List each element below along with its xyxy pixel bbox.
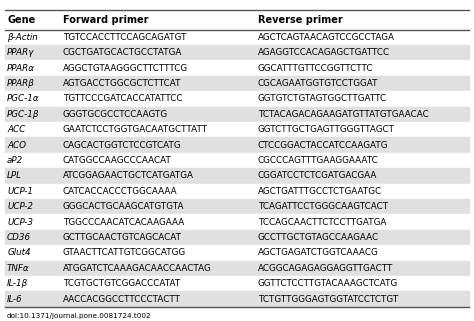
- Text: GGGTGCGCCTCCAAGTG: GGGTGCGCCTCCAAGTG: [63, 110, 168, 119]
- Text: CATCACCACCCTGGCAAAA: CATCACCACCCTGGCAAAA: [63, 187, 177, 196]
- Text: CATGGCCAAGCCCAACAT: CATGGCCAAGCCCAACAT: [63, 156, 172, 165]
- Text: PPARα: PPARα: [7, 64, 35, 73]
- Text: PGC-1β: PGC-1β: [7, 110, 40, 119]
- Text: doi:10.1371/journal.pone.0081724.t002: doi:10.1371/journal.pone.0081724.t002: [7, 313, 152, 319]
- Text: TCAGATTCCTGGGCAAGTCACT: TCAGATTCCTGGGCAAGTCACT: [258, 202, 388, 211]
- Bar: [5, 245, 469, 261]
- Bar: [5, 30, 469, 45]
- Text: TCGTGCTGTCGGACCCATAT: TCGTGCTGTCGGACCCATAT: [63, 279, 180, 288]
- Text: Forward primer: Forward primer: [63, 14, 148, 25]
- Text: UCP-2: UCP-2: [7, 202, 33, 211]
- Text: ACGGCAGAGAGGAGGTTGACTT: ACGGCAGAGAGGAGGTTGACTT: [258, 264, 393, 273]
- Bar: [5, 45, 469, 60]
- Text: AGCTGATTTGCCTCTGAATGC: AGCTGATTTGCCTCTGAATGC: [258, 187, 382, 196]
- Bar: [5, 122, 469, 137]
- Bar: [5, 107, 469, 122]
- Text: CD36: CD36: [7, 233, 31, 242]
- Text: ATGGATCTCAAAGACAACCAACTAG: ATGGATCTCAAAGACAACCAACTAG: [63, 264, 211, 273]
- Text: PPARβ: PPARβ: [7, 79, 35, 88]
- Text: CTCCGGACTACCATCCAAGATG: CTCCGGACTACCATCCAAGATG: [258, 141, 389, 150]
- Bar: [5, 230, 469, 245]
- Text: LPL: LPL: [7, 171, 22, 180]
- Text: IL-6: IL-6: [7, 295, 23, 304]
- Bar: [5, 137, 469, 153]
- Text: CAGCACTGGTCTCCGTCATG: CAGCACTGGTCTCCGTCATG: [63, 141, 182, 150]
- Text: GGTGTCTGTAGTGGCTTGATTC: GGTGTCTGTAGTGGCTTGATTC: [258, 94, 387, 103]
- Bar: [5, 291, 469, 307]
- Text: GCCTTGCTGTAGCCAAGAAC: GCCTTGCTGTAGCCAAGAAC: [258, 233, 379, 242]
- Text: AGTGACCTGGCGCTCTTCAT: AGTGACCTGGCGCTCTTCAT: [63, 79, 182, 88]
- Text: CGGATCCTCTCGATGACGAA: CGGATCCTCTCGATGACGAA: [258, 171, 377, 180]
- Text: GAATCTCCTGGTGACAATGCTTATT: GAATCTCCTGGTGACAATGCTTATT: [63, 125, 208, 134]
- Bar: [5, 214, 469, 230]
- Text: GGGCACTGCAAGCATGTGTA: GGGCACTGCAAGCATGTGTA: [63, 202, 184, 211]
- Text: TGTTCCCGATCACCATATTCC: TGTTCCCGATCACCATATTCC: [63, 94, 182, 103]
- Bar: [5, 153, 469, 168]
- Text: ACC: ACC: [7, 125, 26, 134]
- Text: CGCTGATGCACTGCCTATGA: CGCTGATGCACTGCCTATGA: [63, 48, 182, 57]
- Text: GGTCTTGCTGAGTTGGGTTAGCT: GGTCTTGCTGAGTTGGGTTAGCT: [258, 125, 395, 134]
- Bar: [5, 184, 469, 199]
- Text: aP2: aP2: [7, 156, 23, 165]
- Text: β-Actin: β-Actin: [7, 33, 38, 42]
- Text: PGC-1α: PGC-1α: [7, 94, 40, 103]
- Text: ATCGGAGAACTGCTCATGATGA: ATCGGAGAACTGCTCATGATGA: [63, 171, 194, 180]
- Text: AGCTCAGTAACAGTCCGCCTAGA: AGCTCAGTAACAGTCCGCCTAGA: [258, 33, 395, 42]
- Text: TGGCCCAACATCACAAGAAA: TGGCCCAACATCACAAGAAA: [63, 218, 184, 227]
- Text: ACO: ACO: [7, 141, 26, 150]
- Text: AGGCTGTAAGGGCTTCTTTCG: AGGCTGTAAGGGCTTCTTTCG: [63, 64, 188, 73]
- Bar: [5, 261, 469, 276]
- Text: Glut4: Glut4: [7, 248, 31, 257]
- Text: GCTTGCAACTGTCAGCACAT: GCTTGCAACTGTCAGCACAT: [63, 233, 182, 242]
- Text: TCCAGCAACTTCTCCTTGATGA: TCCAGCAACTTCTCCTTGATGA: [258, 218, 386, 227]
- Bar: [5, 60, 469, 76]
- Text: CGCCCAGTTTGAAGGAAATC: CGCCCAGTTTGAAGGAAATC: [258, 156, 379, 165]
- Bar: [5, 91, 469, 107]
- Bar: [5, 168, 469, 184]
- Text: TCTACAGACAGAAGATGTTATGTGAACAC: TCTACAGACAGAAGATGTTATGTGAACAC: [258, 110, 428, 119]
- Bar: [5, 76, 469, 91]
- Text: CGCAGAATGGTGTCCTGGAT: CGCAGAATGGTGTCCTGGAT: [258, 79, 378, 88]
- Text: Gene: Gene: [7, 14, 36, 25]
- Text: GGTTCTCCTTGTACAAAGCTCATG: GGTTCTCCTTGTACAAAGCTCATG: [258, 279, 398, 288]
- Bar: [5, 199, 469, 214]
- Text: Reverse primer: Reverse primer: [258, 14, 343, 25]
- Text: PPARγ: PPARγ: [7, 48, 35, 57]
- Text: UCP-3: UCP-3: [7, 218, 33, 227]
- Text: UCP-1: UCP-1: [7, 187, 33, 196]
- Bar: [5, 10, 469, 30]
- Text: TNFα: TNFα: [7, 264, 30, 273]
- Text: IL-1β: IL-1β: [7, 279, 28, 288]
- Text: AACCACGGCCTTCCCTACTT: AACCACGGCCTTCCCTACTT: [63, 295, 181, 304]
- Text: AGAGGTCCACAGAGCTGATTCC: AGAGGTCCACAGAGCTGATTCC: [258, 48, 390, 57]
- Text: TCTGTTGGGAGTGGTATCCTCTGT: TCTGTTGGGAGTGGTATCCTCTGT: [258, 295, 398, 304]
- Bar: [5, 276, 469, 291]
- Text: TGTCCACCTTCCAGCAGATGT: TGTCCACCTTCCAGCAGATGT: [63, 33, 186, 42]
- Text: AGCTGAGATCTGGTCAAACG: AGCTGAGATCTGGTCAAACG: [258, 248, 379, 257]
- Text: GGCATTTGTTCCGGTTCTTC: GGCATTTGTTCCGGTTCTTC: [258, 64, 374, 73]
- Text: GTAACTTCATTGTCGGCATGG: GTAACTTCATTGTCGGCATGG: [63, 248, 186, 257]
